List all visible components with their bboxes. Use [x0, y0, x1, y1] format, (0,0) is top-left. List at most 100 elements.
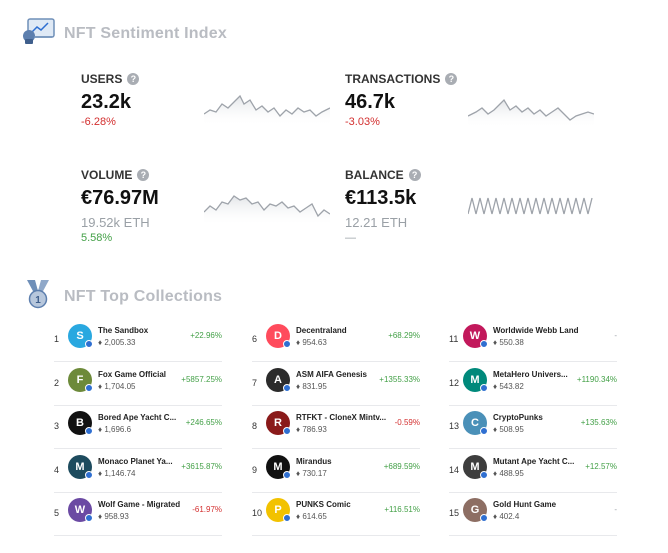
collection-name[interactable]: Mirandus — [296, 456, 332, 466]
collection-name[interactable]: ASM AIFA Genesis — [296, 369, 367, 379]
collection-name[interactable]: Fox Game Official — [98, 369, 167, 379]
collection-name[interactable]: Worldwide Webb Land — [493, 326, 579, 335]
collection-rank: 3 — [54, 421, 60, 431]
metric-value: €76.97M — [81, 187, 159, 209]
collection-volume: ♦ 1,696.6 — [98, 425, 132, 434]
verified-badge-icon — [283, 383, 291, 392]
collection-name[interactable]: Decentraland — [296, 326, 347, 335]
help-icon[interactable]: ? — [408, 169, 421, 181]
verified-badge-icon — [480, 340, 488, 348]
verified-badge-icon — [85, 514, 93, 522]
collection-change: +1355.33% — [379, 374, 420, 384]
collection-avatar[interactable]: M — [68, 454, 92, 479]
metric-label: USERS — [81, 72, 123, 86]
verified-badge-icon — [85, 427, 93, 435]
metric-volume: VOLUME? €76.97M 19.52k ETH 5.58% — [81, 168, 331, 244]
collection-rank: 12 — [449, 377, 460, 388]
metric-label: VOLUME — [81, 168, 133, 182]
balance-sparkline — [468, 197, 593, 215]
collection-row[interactable]: 3 B Bored Ape Yacht C... ♦ 1,696.6 +246.65% — [54, 407, 222, 449]
collection-name[interactable]: RTFKT - CloneX Mintv... — [296, 413, 387, 422]
collection-row[interactable]: 9 M Mirandus ♦ 730.17 +689.59% — [252, 451, 420, 493]
collection-name[interactable]: Wolf Game - Migrated — [98, 500, 181, 509]
collection-volume: ♦ 402.4 — [493, 512, 520, 521]
collection-change: +1190.34% — [576, 374, 617, 384]
collection-rank: 15 — [449, 508, 460, 518]
help-icon[interactable]: ? — [127, 73, 140, 85]
collection-row[interactable]: 11 W Worldwide Webb Land ♦ 550.38- — [449, 320, 617, 362]
collections-header: 1 NFT Top Collections — [24, 279, 222, 314]
transactions-sparkline — [468, 98, 594, 128]
collection-change: +3615.87% — [181, 461, 222, 471]
collection-name[interactable]: MetaHero Univers... — [493, 369, 568, 379]
collection-rank: 4 — [54, 464, 60, 475]
help-icon[interactable]: ? — [137, 169, 150, 181]
collection-rank: 8 — [252, 421, 258, 431]
metric-users: USERS? 23.2k -6.28% — [81, 72, 331, 128]
verified-badge-icon — [480, 514, 488, 522]
eth-icon: ♦ — [296, 512, 301, 521]
collection-row[interactable]: 1 S The Sandbox ♦ 2,005.33 +22.96% — [54, 320, 222, 362]
metric-change: -6.28% — [81, 116, 116, 128]
collection-row[interactable]: 14 M Mutant Ape Yacht C... ♦ 488.95 +12.57% — [449, 451, 617, 493]
collection-row[interactable]: 6 D Decentraland ♦ 954.63 +68.29% — [252, 320, 420, 362]
collection-name[interactable]: Gold Hunt Game — [493, 500, 557, 509]
collection-change: +135.63% — [580, 418, 617, 427]
collection-volume: ♦ 1,704.05 — [98, 381, 136, 391]
verified-badge-icon — [283, 340, 291, 348]
collection-row[interactable]: 7 A ASM AIFA Genesis ♦ 831.95 +1355.33% — [252, 364, 420, 406]
eth-icon: ♦ — [493, 468, 498, 478]
volume-sparkline — [204, 195, 330, 226]
eth-icon: ♦ — [493, 381, 498, 391]
collection-row[interactable]: 10 P PUNKS Comic ♦ 614.65 +116.51% — [252, 494, 420, 536]
collection-volume: ♦ 786.93 — [296, 425, 327, 434]
metric-change: 5.58% — [81, 232, 113, 244]
eth-icon: ♦ — [296, 381, 301, 391]
collection-avatar[interactable]: P — [266, 498, 290, 522]
collection-name[interactable]: Mutant Ape Yacht C... — [493, 456, 575, 466]
collection-name[interactable]: PUNKS Comic — [296, 500, 351, 509]
collection-row[interactable]: 12 M MetaHero Univers... ♦ 543.82 +1190.34% — [449, 364, 617, 406]
collection-row[interactable]: 4 M Monaco Planet Ya... ♦ 1,146.74 +3615.87% — [54, 451, 222, 493]
collection-volume: ♦ 1,146.74 — [98, 468, 136, 478]
collection-change: +689.59% — [383, 461, 420, 471]
collection-rank: 1 — [54, 334, 60, 344]
verified-badge-icon — [283, 514, 291, 522]
metric-value: 46.7k — [345, 91, 396, 113]
help-icon[interactable]: ? — [445, 73, 458, 85]
verified-badge-icon — [480, 470, 488, 479]
collection-name[interactable]: Monaco Planet Ya... — [98, 456, 173, 466]
collection-name[interactable]: CryptoPunks — [493, 413, 543, 422]
collection-rank: 5 — [54, 508, 60, 518]
collection-row[interactable]: 5 W Wolf Game - Migrated ♦ 958.93 -61.97% — [54, 494, 222, 536]
collection-name[interactable]: Bored Ape Yacht C... — [98, 413, 177, 422]
collection-avatar[interactable]: G — [463, 498, 487, 522]
sentiment-title: NFT Sentiment Index — [64, 24, 227, 42]
collection-row[interactable]: 8 R RTFKT - CloneX Mintv... ♦ 786.93 -0.59% — [252, 407, 420, 449]
collection-volume: ♦ 508.95 — [493, 425, 524, 434]
collection-rank: 2 — [54, 377, 60, 388]
collection-rank: 7 — [252, 377, 258, 388]
eth-icon: ♦ — [296, 468, 301, 478]
collection-name[interactable]: The Sandbox — [98, 326, 149, 335]
collection-volume: ♦ 2,005.33 — [98, 338, 136, 347]
collection-rank: 6 — [252, 334, 258, 344]
verified-badge-icon — [85, 383, 93, 392]
collection-row[interactable]: 2 F Fox Game Official ♦ 1,704.05 +5857.25% — [54, 364, 222, 406]
verified-badge-icon — [283, 470, 291, 479]
collection-volume: ♦ 543.82 — [493, 381, 524, 391]
metric-transactions: TRANSACTIONS? 46.7k -3.03% — [345, 72, 595, 128]
collection-volume: ♦ 954.63 — [296, 338, 327, 347]
metric-change: -3.03% — [345, 116, 380, 128]
collection-volume: ♦ 958.93 — [98, 512, 129, 521]
collection-volume: ♦ 614.65 — [296, 512, 327, 521]
eth-icon: ♦ — [493, 425, 498, 434]
collection-row[interactable]: 15 G Gold Hunt Game ♦ 402.4 - — [449, 494, 617, 536]
collection-row[interactable]: 13 C CryptoPunks ♦ 508.95 +135.63% — [449, 407, 617, 449]
eth-icon: ♦ — [493, 338, 498, 347]
metric-change: — — [345, 232, 356, 244]
collection-change: +246.65% — [185, 418, 222, 427]
collection-change: -61.97% — [192, 505, 222, 514]
eth-icon: ♦ — [98, 468, 103, 478]
collection-change: - — [614, 331, 617, 340]
